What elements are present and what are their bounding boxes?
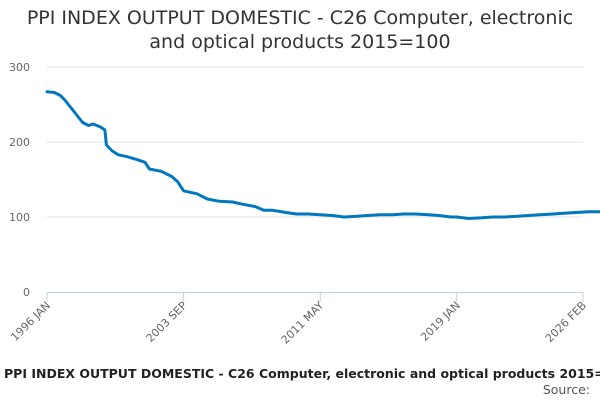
data-point bbox=[356, 215, 359, 218]
data-point bbox=[330, 214, 334, 217]
data-point bbox=[170, 175, 173, 178]
series-layer bbox=[45, 90, 600, 220]
y-tick-label: 0 bbox=[23, 286, 30, 299]
data-point bbox=[574, 211, 577, 214]
data-point bbox=[69, 106, 73, 109]
data-point bbox=[284, 211, 288, 214]
data-point bbox=[480, 216, 484, 219]
data-point bbox=[552, 212, 555, 216]
data-point bbox=[526, 214, 530, 217]
data-point bbox=[538, 213, 542, 216]
data-point bbox=[218, 200, 221, 203]
data-point bbox=[176, 180, 179, 183]
data-point bbox=[587, 210, 591, 213]
x-tick-label: 2019 JAN bbox=[418, 299, 463, 344]
data-point bbox=[105, 143, 108, 147]
data-point bbox=[103, 128, 107, 132]
data-point bbox=[295, 212, 298, 216]
data-point bbox=[414, 212, 417, 216]
data-point bbox=[402, 212, 405, 216]
data-point bbox=[366, 214, 369, 217]
data-point bbox=[262, 209, 265, 212]
data-point bbox=[455, 215, 458, 219]
data-point bbox=[378, 213, 381, 216]
data-point bbox=[124, 155, 127, 158]
data-point bbox=[81, 121, 84, 124]
data-point bbox=[307, 212, 310, 216]
chart-title-line-2: and optical products 2015=100 bbox=[149, 31, 451, 53]
data-point bbox=[241, 203, 245, 206]
y-tick-label: 100 bbox=[9, 211, 30, 224]
data-point bbox=[143, 161, 147, 164]
data-point bbox=[134, 158, 138, 161]
data-point bbox=[449, 215, 453, 219]
axes: 0 100 200 300 1996 JAN 2003 SEP 2011 MAY 2019 J… bbox=[8, 61, 589, 347]
y-tick-label: 200 bbox=[9, 136, 30, 149]
data-point bbox=[99, 125, 102, 129]
data-point bbox=[59, 94, 62, 97]
data-point bbox=[182, 189, 185, 192]
data-point bbox=[195, 192, 199, 195]
data-point bbox=[467, 217, 470, 220]
data-point bbox=[75, 113, 78, 117]
series-line bbox=[45, 90, 600, 220]
data-point bbox=[231, 200, 234, 204]
data-point bbox=[342, 215, 346, 219]
x-tick-label: 2026 FEB bbox=[543, 299, 589, 345]
data-point bbox=[148, 167, 151, 171]
source-label: Source: bbox=[542, 382, 590, 397]
data-point bbox=[503, 215, 506, 219]
data-point bbox=[206, 197, 209, 201]
data-point bbox=[160, 170, 163, 173]
chart-title: PPI INDEX OUTPUT DOMESTIC - C26 Computer… bbox=[0, 6, 600, 54]
data-point bbox=[562, 212, 565, 215]
data-point bbox=[319, 213, 322, 216]
x-tick-label: 1996 JAN bbox=[8, 299, 53, 344]
chart-title-line-1: PPI INDEX OUTPUT DOMESTIC - C26 Computer… bbox=[26, 7, 574, 29]
x-tick-label: 2011 MAY bbox=[279, 299, 327, 347]
data-point bbox=[253, 205, 257, 208]
data-point bbox=[491, 215, 494, 219]
data-point bbox=[91, 122, 95, 126]
data-point bbox=[87, 124, 90, 127]
data-point bbox=[63, 98, 66, 102]
data-point bbox=[391, 213, 395, 216]
y-tick-label: 300 bbox=[9, 61, 30, 74]
data-point bbox=[117, 153, 120, 156]
data-point bbox=[111, 149, 114, 153]
chart-caption: PPI INDEX OUTPUT DOMESTIC - C26 Computer… bbox=[4, 366, 600, 381]
x-tick-label: 2003 SEP bbox=[144, 299, 190, 345]
data-point bbox=[45, 90, 49, 94]
data-point bbox=[271, 209, 274, 212]
data-point bbox=[53, 91, 56, 94]
data-point bbox=[427, 213, 430, 216]
gridlines bbox=[47, 66, 583, 218]
data-point bbox=[516, 215, 519, 218]
data-point bbox=[437, 214, 441, 217]
